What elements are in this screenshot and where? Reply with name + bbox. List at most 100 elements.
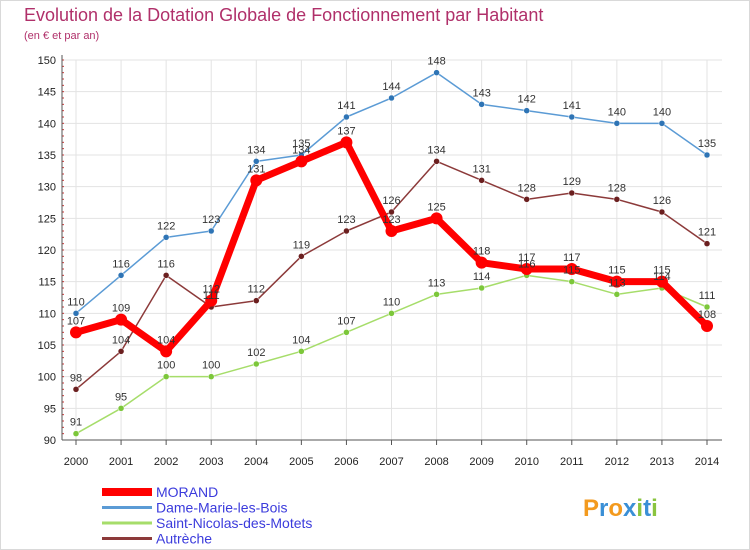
data-label-morand: 112	[202, 284, 220, 296]
data-label-autr-che: 128	[608, 182, 626, 194]
data-point-morand	[295, 155, 308, 168]
x-tick-label: 2006	[334, 456, 358, 468]
data-point-saint-nicolas-des-motets	[478, 284, 485, 292]
data-point-dame-marie-les-bois	[613, 120, 621, 127]
data-point-dame-marie-les-bois	[207, 227, 215, 235]
data-label-morand: 109	[112, 303, 130, 315]
data-label-dame-marie-les-bois: 142	[518, 94, 536, 106]
logo-letter: P	[583, 495, 599, 522]
data-label-saint-nicolas-des-motets: 113	[608, 277, 626, 289]
data-label-saint-nicolas-des-motets: 114	[473, 271, 491, 283]
logo-wordmark: Proxiti	[583, 495, 658, 522]
data-point-morand	[475, 256, 488, 269]
data-label-morand: 131	[247, 163, 265, 175]
data-point-dame-marie-les-bois	[658, 120, 666, 127]
data-point-dame-marie-les-bois	[162, 234, 170, 241]
data-label-morand: 134	[292, 144, 310, 156]
data-label-morand: 137	[337, 125, 355, 137]
data-label-saint-nicolas-des-motets: 95	[115, 391, 127, 403]
data-point-autr-che	[613, 196, 621, 203]
data-point-dame-marie-les-bois	[433, 69, 440, 76]
data-point-autr-che	[523, 196, 530, 203]
x-tick-label: 2001	[109, 456, 133, 468]
data-label-saint-nicolas-des-motets: 100	[157, 360, 175, 372]
data-point-autr-che	[658, 208, 666, 216]
data-label-saint-nicolas-des-motets: 107	[337, 315, 355, 327]
data-point-dame-marie-les-bois	[703, 151, 711, 159]
y-tick-label: 105	[38, 340, 56, 352]
data-label-saint-nicolas-des-motets: 114	[653, 271, 671, 283]
data-point-dame-marie-les-bois	[568, 113, 576, 121]
data-point-dame-marie-les-bois	[343, 113, 350, 121]
data-label-morand: 125	[427, 201, 445, 213]
data-point-saint-nicolas-des-motets	[703, 303, 711, 311]
data-point-morand	[70, 326, 82, 339]
data-label-autr-che: 126	[382, 195, 400, 207]
y-tick-label: 150	[38, 55, 56, 67]
data-label-autr-che: 112	[248, 284, 266, 296]
data-label-autr-che: 128	[518, 182, 536, 194]
data-label-dame-marie-les-bois: 123	[202, 214, 220, 226]
data-label-morand: 123	[382, 214, 400, 226]
data-point-saint-nicolas-des-motets	[343, 329, 350, 336]
data-label-dame-marie-les-bois: 141	[337, 100, 355, 112]
x-tick-label: 2000	[64, 456, 88, 468]
data-point-morand	[565, 263, 578, 275]
logo-letter: o	[608, 495, 623, 522]
data-point-dame-marie-les-bois	[253, 158, 260, 165]
data-label-dame-marie-les-bois: 141	[563, 100, 581, 112]
data-label-saint-nicolas-des-motets: 115	[563, 265, 581, 277]
y-tick-label: 100	[38, 372, 56, 384]
data-label-morand: 117	[518, 252, 536, 264]
data-label-dame-marie-les-bois: 140	[608, 106, 626, 118]
x-tick-label: 2010	[514, 456, 538, 468]
data-point-dame-marie-les-bois	[388, 94, 395, 102]
data-point-morand	[430, 212, 443, 225]
chart-subtitle: (en € et par an)	[24, 30, 99, 42]
data-point-saint-nicolas-des-motets	[568, 278, 576, 285]
data-label-saint-nicolas-des-motets: 91	[70, 417, 82, 429]
data-point-saint-nicolas-des-motets	[613, 291, 621, 298]
data-label-autr-che: 119	[293, 239, 311, 251]
logo-letter: r	[599, 495, 608, 522]
y-tick-label: 120	[38, 245, 56, 257]
data-point-morand	[655, 275, 668, 288]
data-label-saint-nicolas-des-motets: 110	[383, 296, 401, 308]
data-label-morand: 107	[67, 315, 85, 327]
data-point-autr-che	[343, 227, 350, 235]
x-tick-label: 2004	[244, 456, 268, 468]
data-label-autr-che: 131	[472, 163, 490, 175]
x-tick-label: 2005	[289, 456, 313, 468]
x-tick-label: 2009	[469, 456, 493, 468]
data-point-morand	[701, 320, 713, 332]
data-label-morand: 104	[157, 334, 175, 346]
legend-label-saint-nicolas-des-motets: Saint-Nicolas-des-Motets	[156, 515, 312, 531]
data-point-saint-nicolas-des-motets	[253, 360, 260, 368]
data-point-morand	[520, 263, 533, 275]
data-point-autr-che	[478, 177, 485, 184]
legend-label-morand: MORAND	[156, 484, 218, 500]
data-label-autr-che: 129	[563, 176, 581, 188]
data-point-morand	[205, 294, 218, 307]
data-point-morand	[385, 225, 398, 237]
data-point-dame-marie-les-bois	[478, 101, 485, 108]
data-point-saint-nicolas-des-motets	[207, 373, 215, 380]
data-label-dame-marie-les-bois: 116	[112, 258, 130, 270]
data-label-dame-marie-les-bois: 110	[67, 296, 85, 308]
chart-title: Evolution de la Dotation Globale de Fonc…	[24, 5, 543, 25]
x-tick-label: 2002	[154, 456, 178, 468]
data-point-autr-che	[298, 253, 305, 260]
data-label-dame-marie-les-bois: 140	[653, 106, 671, 118]
x-tick-label: 2012	[605, 456, 629, 468]
data-point-morand	[340, 136, 353, 149]
data-point-autr-che	[568, 189, 576, 197]
data-label-morand: 117	[563, 252, 581, 264]
data-label-autr-che: 98	[70, 372, 82, 384]
data-label-morand: 115	[608, 265, 626, 277]
y-tick-label: 95	[44, 403, 56, 415]
data-label-dame-marie-les-bois: 144	[382, 81, 400, 93]
data-label-autr-che: 116	[157, 258, 175, 270]
data-point-autr-che	[253, 297, 260, 304]
y-tick-label: 140	[38, 118, 56, 130]
